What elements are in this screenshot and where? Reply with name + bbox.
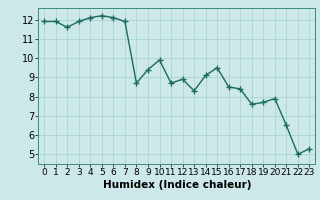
X-axis label: Humidex (Indice chaleur): Humidex (Indice chaleur) xyxy=(102,180,251,190)
